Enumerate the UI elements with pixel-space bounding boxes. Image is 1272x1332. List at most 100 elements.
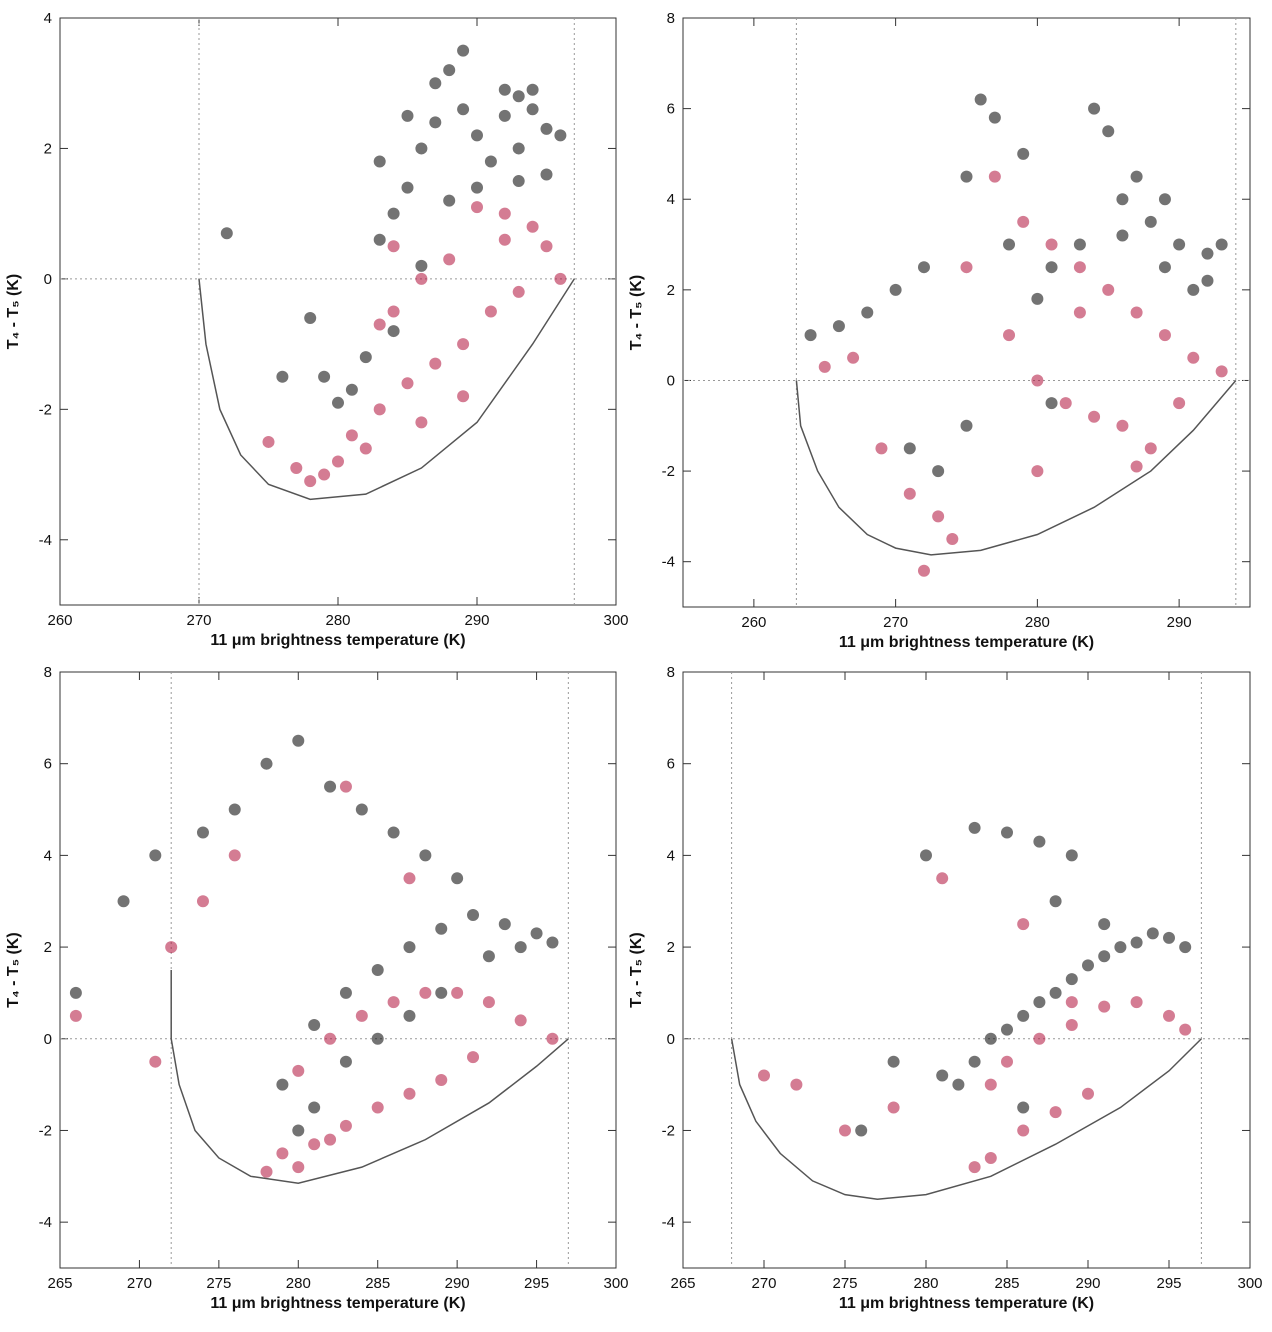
x-tick-label: 290	[1075, 1275, 1100, 1292]
scatter-point	[988, 111, 1001, 124]
scatter-point	[1187, 283, 1200, 296]
y-tick-label: 2	[44, 939, 52, 956]
plot-frame	[682, 17, 1251, 608]
scatter-point	[1173, 397, 1186, 410]
scatter-point	[332, 455, 344, 468]
scatter-point	[371, 964, 384, 976]
scatter-point	[1116, 229, 1129, 242]
scatter-point	[1049, 986, 1062, 999]
scatter-point	[1088, 102, 1101, 115]
scatter-point	[818, 360, 831, 373]
x-tick-label: 285	[994, 1275, 1019, 1292]
x-axis-label: 11 μm brightness temperature (K)	[839, 1295, 1094, 1312]
scatter-point	[308, 1101, 321, 1114]
scatter-point	[887, 1101, 900, 1114]
scatter-point	[1082, 1087, 1094, 1100]
y-tick-label: 8	[667, 664, 675, 681]
scatter-point	[498, 83, 511, 96]
scatter-point	[332, 396, 344, 409]
scatter-point	[1065, 996, 1078, 1009]
scatter-point	[260, 757, 273, 770]
scatter-point	[514, 1014, 527, 1027]
x-axis-label: 11 μm brightness temperature (K)	[839, 634, 1094, 651]
boundary-curve	[795, 379, 1237, 556]
y-tick-label: -2	[662, 463, 675, 480]
scatter-point	[960, 419, 973, 432]
x-tick-label: 275	[206, 1275, 231, 1292]
scatter-point	[69, 1009, 82, 1022]
scatter-point	[1130, 306, 1143, 319]
scatter-point	[387, 325, 400, 338]
scatter-point	[1031, 374, 1044, 387]
scatter-point	[988, 170, 1001, 183]
scatter-point	[1001, 826, 1013, 839]
scatter-point	[1130, 996, 1143, 1009]
scatter-point	[359, 442, 372, 455]
y-tick-label: -4	[39, 532, 52, 549]
scatter-point	[1033, 996, 1046, 1009]
scatter-point	[946, 533, 959, 546]
panel: 260 270 280 290 -4 -2 0 2 4 6 8 11 μm brightness te…	[628, 10, 1251, 651]
scatter-point	[345, 429, 358, 442]
scatter-point	[355, 1009, 368, 1022]
scatter-point	[149, 849, 162, 862]
scatter-point	[1065, 973, 1078, 986]
scatter-point	[359, 351, 372, 364]
y-tick-label: -2	[39, 401, 52, 418]
scatter-point	[1163, 1009, 1175, 1022]
y-tick-label: -4	[39, 1214, 52, 1231]
scatter-point	[889, 283, 902, 296]
scatter-point	[149, 1055, 162, 1068]
scatter-point	[196, 895, 209, 908]
boundary-curve	[170, 970, 569, 1184]
scatter-point	[276, 370, 289, 383]
scatter-point	[512, 285, 525, 298]
scatter-point	[498, 233, 511, 246]
y-axis-label: T₄ - T₅ (K)	[628, 932, 645, 1007]
y-tick-label: 6	[667, 756, 675, 773]
scatter-point	[69, 986, 82, 999]
scatter-point	[960, 261, 973, 274]
scatter-point	[1059, 397, 1072, 410]
x-tick-label: 295	[524, 1275, 549, 1292]
scatter-point	[526, 83, 539, 96]
scatter-point	[401, 377, 414, 390]
scatter-point	[546, 936, 559, 949]
scatter-point	[530, 927, 543, 940]
scatter-point	[451, 872, 464, 885]
scatter-point	[419, 986, 432, 999]
x-tick-label: 295	[1156, 1275, 1181, 1292]
y-tick-label: 6	[667, 101, 675, 118]
scatter-point	[1158, 329, 1171, 342]
scatter-point	[917, 261, 930, 274]
scatter-point	[1017, 147, 1030, 160]
x-tick-label: 290	[1167, 614, 1192, 631]
scatter-point	[429, 116, 442, 129]
y-tick-label: -4	[662, 1214, 675, 1231]
scatter-point	[498, 918, 511, 931]
x-tick-label: 270	[883, 614, 908, 631]
scatter-point	[952, 1078, 965, 1091]
scatter-point	[968, 821, 981, 834]
scatter-point	[318, 370, 331, 383]
scatter-point	[1017, 215, 1030, 228]
scatter-point	[324, 780, 337, 793]
scatter-point	[1045, 397, 1058, 410]
scatter-point	[1088, 410, 1101, 423]
x-tick-label: 265	[47, 1275, 72, 1292]
y-tick-label: 0	[44, 271, 52, 288]
y-tick-label: -2	[662, 1122, 675, 1139]
x-tick-label: 265	[670, 1275, 695, 1292]
scatter-point	[1179, 1023, 1192, 1036]
panel: 265 270 275 280 285 290 295 300 -4 -2 0 2 4 6 8 11 μm b…	[5, 664, 629, 1312]
scatter-point	[932, 465, 945, 478]
scatter-point	[196, 826, 209, 839]
scatter-point	[903, 442, 916, 455]
scatter-point	[471, 181, 483, 194]
scatter-point	[415, 416, 428, 429]
x-axis-label: 11 μm brightness temperature (K)	[210, 1295, 465, 1312]
scatter-point	[117, 895, 130, 908]
y-tick-label: 4	[44, 847, 52, 864]
scatter-point	[1073, 261, 1086, 274]
